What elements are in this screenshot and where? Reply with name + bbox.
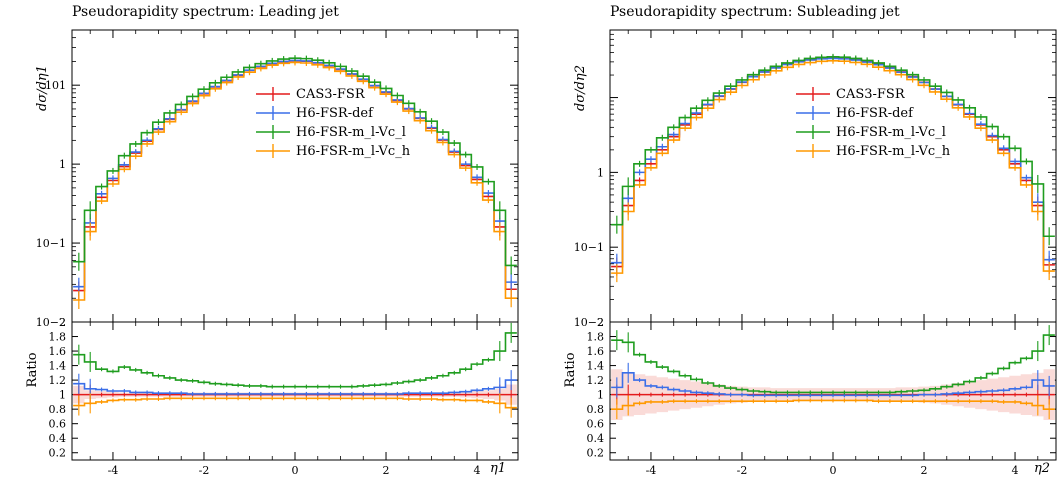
main-plot: 10−2 10−1 1 CAS3-FSR H6-FSR-def H6-FSR-m_l-Vc… [574,29,1057,460]
ratio-y-tick-label: 0.8 [49,403,67,416]
legend-label: H6-FSR-m_l-Vc_h [296,144,411,159]
ratio-y-tick-label: 0.4 [49,432,67,445]
x-tick-label: 0 [830,464,837,477]
legend-label: H6-FSR-def [296,106,374,121]
ratio-y-tick-label: 1.6 [587,345,605,358]
ratio-y-tick-label: 1 [597,389,604,402]
ratio-y-tick-label: 1.8 [49,331,67,344]
ratio-line-2 [73,332,517,388]
series-line-3 [611,60,1055,274]
ratio-y-tick-label: 0.2 [587,447,605,460]
chart-title: Pseudorapidity spectrum: Leading jet [72,4,339,20]
x-axis-label: η2 [1034,461,1050,476]
x-tick-label: -4 [108,464,119,477]
legend-label: H6-FSR-m_l-Vc_l [836,125,946,140]
series-line-0 [73,59,517,292]
legend-label: CAS3-FSR [836,87,906,102]
ratio-y-tick-label: 0.4 [587,432,605,445]
ratio-y-tick-label: 0.6 [587,418,605,431]
y-tick-label: 10−2 [574,316,604,329]
legend: CAS3-FSR H6-FSR-def H6-FSR-m_l-Vc_l H6-FSR-… [256,87,411,159]
ratio-y-tick-label: 1.2 [49,374,67,387]
main-frame [71,29,519,323]
ratio-frame [609,321,1057,461]
series-line-2 [611,56,1055,238]
x-axis-label: η1 [490,461,506,476]
leading-jet-panel: Pseudorapidity spectrum: Leading jet dσ/… [25,4,519,477]
ratio-y-tick-label: 0.8 [587,403,605,416]
main-plot: 10−2 10−1 1 101 CAS3-FSR H6-FSR-def H6-FSR-m_l… [36,29,519,460]
ratio-frame [71,321,519,461]
series-line-2 [73,57,517,267]
ratio-y-tick-label: 1 [59,389,66,402]
x-tick-label: 4 [474,464,481,477]
y-tick-label: 10−1 [574,241,604,254]
x-tick-label: 0 [292,464,299,477]
y-tick-label: 10−2 [36,316,66,329]
y-tick-label: 101 [45,79,66,92]
ratio-y-tick-label: 2 [597,316,604,329]
ratio-plot: -4 -2 0 2 4 0.2 0.40.6 0.81 1.21.4 1.61.8 2 [587,316,1057,477]
y-axis-label: dσ/dη2 [573,65,588,111]
ratio-y-tick-label: 1.8 [587,331,605,344]
x-tick-label: 2 [383,464,390,477]
x-tick-label: -4 [646,464,657,477]
ratio-y-axis-label: Ratio [563,352,578,387]
subleading-jet-panel: Pseudorapidity spectrum: Subleading jet … [563,4,1057,477]
x-tick-label: -2 [737,464,748,477]
legend-label: H6-FSR-m_l-Vc_l [296,125,406,140]
ratio-y-tick-label: 2 [59,316,66,329]
main-frame [609,29,1057,323]
ratio-y-tick-label: 0.6 [49,418,67,431]
ratio-plot: -4 -2 0 2 4 0.2 0.40.6 0.81 1.21.4 1.61.8 2 [49,316,519,477]
ratio-y-tick-label: 1.4 [587,360,605,373]
y-tick-label: 1 [597,166,604,179]
series-line-1 [611,57,1055,264]
y-axis-label: dσ/dη1 [35,65,50,111]
ratio-y-tick-label: 0.2 [49,447,67,460]
y-tick-label: 1 [59,158,66,171]
x-tick-label: -2 [199,464,210,477]
ratio-y-tick-label: 1.6 [49,345,67,358]
ratio-y-tick-label: 1.4 [49,360,67,373]
x-tick-label: 4 [1012,464,1019,477]
x-tick-label: 2 [921,464,928,477]
y-tick-label: 10−1 [36,237,66,250]
ratio-line-1 [73,379,517,395]
ratio-y-axis-label: Ratio [25,352,40,387]
series-line-3 [73,61,517,301]
legend-label: H6-FSR-def [836,106,914,121]
series-line-0 [611,57,1055,268]
legend-label: H6-FSR-m_l-Vc_h [836,144,951,159]
chart-title: Pseudorapidity spectrum: Subleading jet [610,4,900,20]
series-line-1 [73,59,517,288]
legend-label: CAS3-FSR [296,87,366,102]
ratio-y-tick-label: 1.2 [587,374,605,387]
legend: CAS3-FSR H6-FSR-def H6-FSR-m_l-Vc_l H6-FSR-… [796,87,951,159]
